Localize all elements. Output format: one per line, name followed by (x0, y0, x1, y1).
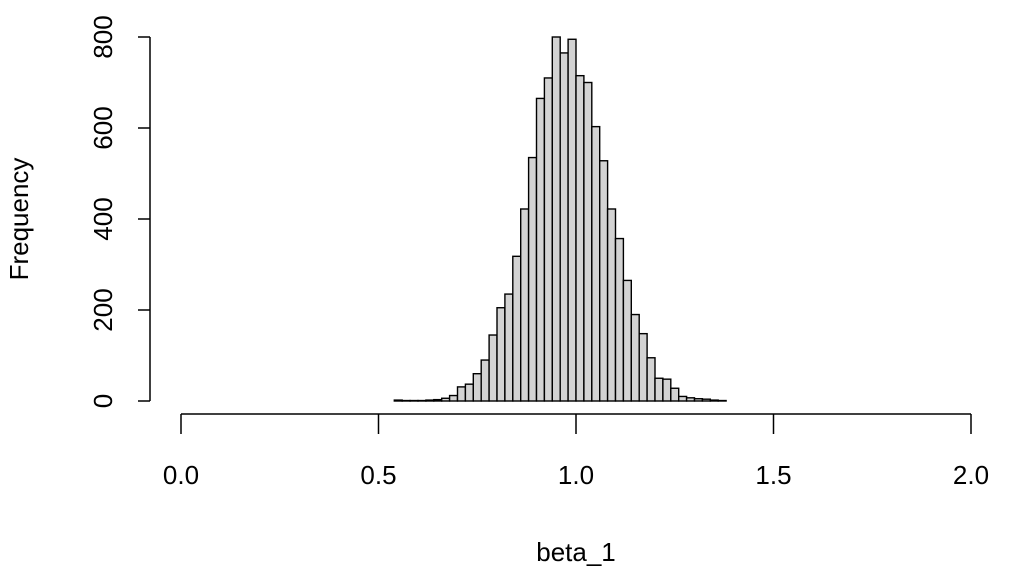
histogram-bar (662, 378, 672, 402)
histogram-bar (670, 387, 680, 402)
histogram-bar (638, 332, 648, 402)
y-tick-label: 0 (88, 394, 118, 408)
x-tick-label: 1.0 (558, 460, 594, 490)
x-tick-label: 0.5 (360, 460, 396, 490)
x-tick-label: 1.5 (755, 460, 791, 490)
y-axis-title: Frequency (4, 158, 34, 281)
histogram-bar (567, 38, 577, 402)
x-tick-label: 2.0 (953, 460, 989, 490)
histogram-bar (393, 399, 403, 402)
histogram-bar (591, 125, 601, 402)
y-tick-label: 200 (88, 288, 118, 331)
histogram-bar (480, 359, 490, 402)
y-tick-label: 800 (88, 15, 118, 58)
y-tick-label: 600 (88, 106, 118, 149)
histogram-bar (559, 52, 569, 402)
histogram-bar (488, 334, 498, 402)
histogram-bar (543, 77, 554, 402)
histogram-bar (606, 208, 617, 402)
histogram-bar (433, 398, 443, 402)
histogram-bar (520, 208, 530, 402)
histogram-bar (583, 81, 593, 402)
histogram-bar (654, 377, 664, 402)
histogram-bar (464, 383, 474, 402)
y-axis-ticks: 0 200 400 600 800 (88, 15, 150, 408)
histogram-bar (496, 307, 506, 402)
histogram-bar (472, 373, 482, 402)
y-tick-label: 400 (88, 197, 118, 240)
histogram-bar (701, 398, 712, 402)
histogram-bar (456, 386, 467, 402)
histogram-bars (393, 36, 727, 402)
histogram-bar (551, 36, 561, 402)
histogram-bar (527, 156, 538, 402)
histogram-bar (599, 160, 609, 402)
histogram-bar (709, 399, 719, 402)
histogram-bar (678, 395, 688, 402)
histogram-bar (448, 394, 459, 402)
x-axis-ticks: 0.0 0.5 1.0 1.5 2.0 (163, 414, 989, 490)
histogram-bar (693, 398, 704, 402)
histogram-bar (512, 255, 522, 402)
histogram-bar (685, 397, 696, 402)
histogram-bar (622, 279, 633, 402)
histogram-bar (614, 237, 625, 402)
histogram-bar (646, 357, 656, 402)
histogram-bar (441, 397, 451, 402)
x-axis-title: beta_1 (536, 537, 616, 567)
histogram-bar (504, 293, 514, 402)
histogram-bar (575, 74, 585, 402)
histogram-bar (425, 399, 435, 402)
histogram-bar (535, 97, 546, 402)
histogram-bar (630, 313, 640, 402)
x-tick-label: 0.0 (163, 460, 199, 490)
